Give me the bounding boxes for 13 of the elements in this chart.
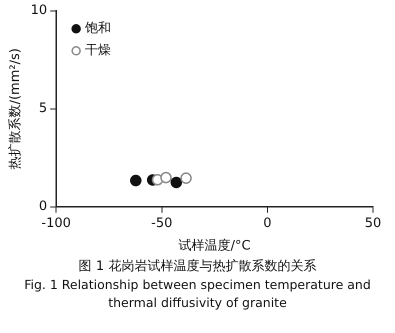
y-axis-title: 热扩散系数/(mm²/s): [8, 48, 24, 170]
y-tick-label: 5: [38, 101, 48, 116]
y-tick-label: 0: [38, 199, 48, 214]
x-tick-label: 0: [263, 216, 272, 231]
legend-label: 饱和: [84, 21, 112, 36]
x-tick-label: -100: [41, 216, 71, 231]
x-tick-label: 50: [364, 216, 382, 231]
legend-label: 干燥: [85, 43, 112, 58]
x-tick-label: -50: [151, 216, 172, 231]
text: 图 1 花岗岩试样温度与热扩散系数的关系: [78, 258, 318, 276]
text: Fig. 1 Relationship between specimen temperature and thermal diffusivity of granite: [23, 276, 372, 312]
y-tick-label: 10: [30, 3, 48, 18]
x-axis-title: 试样温度/°C: [178, 238, 251, 254]
